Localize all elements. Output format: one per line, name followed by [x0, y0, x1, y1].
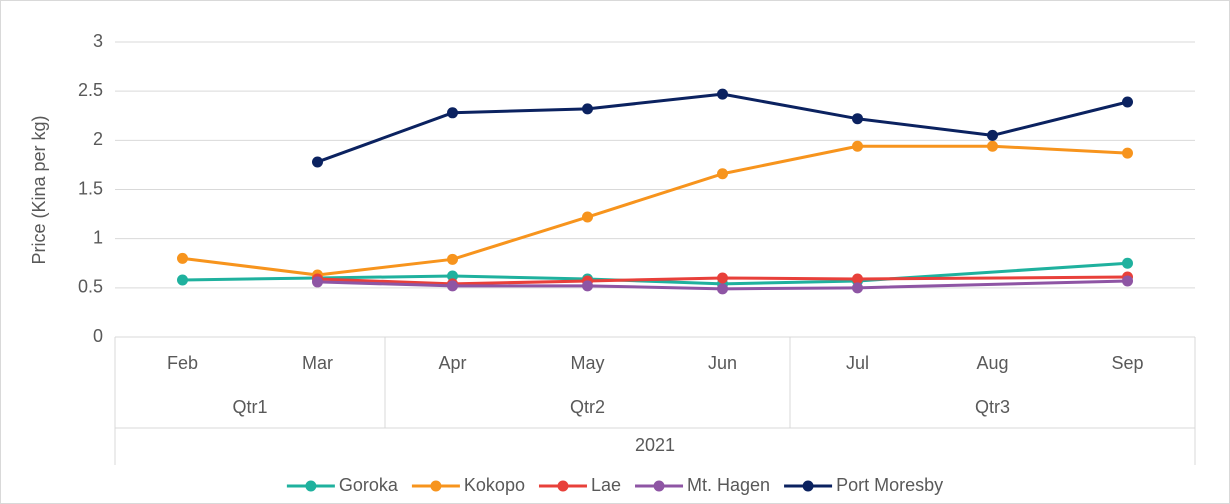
data-point: [447, 107, 458, 119]
data-point: [852, 140, 863, 152]
x-tick-label: Apr: [438, 353, 466, 373]
data-point: [987, 129, 998, 141]
group-label: Qtr3: [975, 397, 1010, 417]
data-point: [717, 168, 728, 180]
data-point: [582, 103, 593, 115]
year-label: 2021: [635, 435, 675, 455]
y-tick-label: 1: [93, 227, 103, 247]
data-point: [987, 140, 998, 152]
series-line: [317, 279, 1128, 291]
legend-marker: [802, 480, 814, 492]
x-tick-label: Aug: [976, 353, 1008, 373]
data-point: [1122, 275, 1133, 287]
series-line: [317, 275, 1128, 286]
data-point: [447, 270, 458, 282]
y-tick-label: 0.5: [78, 277, 103, 297]
data-point: [717, 88, 728, 100]
legend-label: Goroka: [339, 475, 399, 495]
data-point: [447, 280, 458, 292]
data-point: [312, 156, 323, 168]
data-point: [582, 211, 593, 223]
series-line: [182, 144, 1128, 277]
data-point: [717, 272, 728, 284]
legend-marker: [305, 480, 317, 492]
legend-label: Kokopo: [464, 475, 525, 495]
legend-marker: [557, 480, 569, 492]
legend-label: Port Moresby: [836, 475, 943, 495]
legend-marker: [653, 480, 665, 492]
data-point: [177, 274, 188, 286]
data-point: [852, 282, 863, 294]
group-label: Qtr1: [232, 397, 267, 417]
legend: Goroka Kokopo Lae Mt. Hagen Port Moresby: [286, 475, 943, 495]
legend-marker: [430, 480, 442, 492]
y-axis-label: Price (Kina per kg): [29, 115, 49, 264]
x-tick-label: Mar: [302, 353, 333, 373]
group-label: Qtr2: [570, 397, 605, 417]
y-tick-label: 0: [93, 326, 103, 346]
data-point: [852, 273, 863, 285]
data-point: [852, 113, 863, 125]
data-point: [177, 252, 188, 264]
y-tick-label: 2: [93, 129, 103, 149]
data-point: [1122, 147, 1133, 159]
x-tick-label: May: [570, 353, 604, 373]
x-tick-label: Jul: [846, 353, 869, 373]
x-tick-label: Feb: [167, 353, 198, 373]
legend-label: Mt. Hagen: [687, 475, 770, 495]
y-tick-label: 3: [93, 31, 103, 51]
data-point: [1122, 257, 1133, 269]
data-point: [447, 253, 458, 265]
y-tick-label: 1.5: [78, 178, 103, 198]
x-tick-label: Sep: [1111, 353, 1143, 373]
data-point: [582, 280, 593, 292]
data-point: [312, 276, 323, 288]
x-tick-label: Jun: [708, 353, 737, 373]
data-point: [717, 283, 728, 295]
legend-label: Lae: [591, 475, 621, 495]
data-point: [1122, 96, 1133, 108]
y-tick-label: 2.5: [78, 80, 103, 100]
